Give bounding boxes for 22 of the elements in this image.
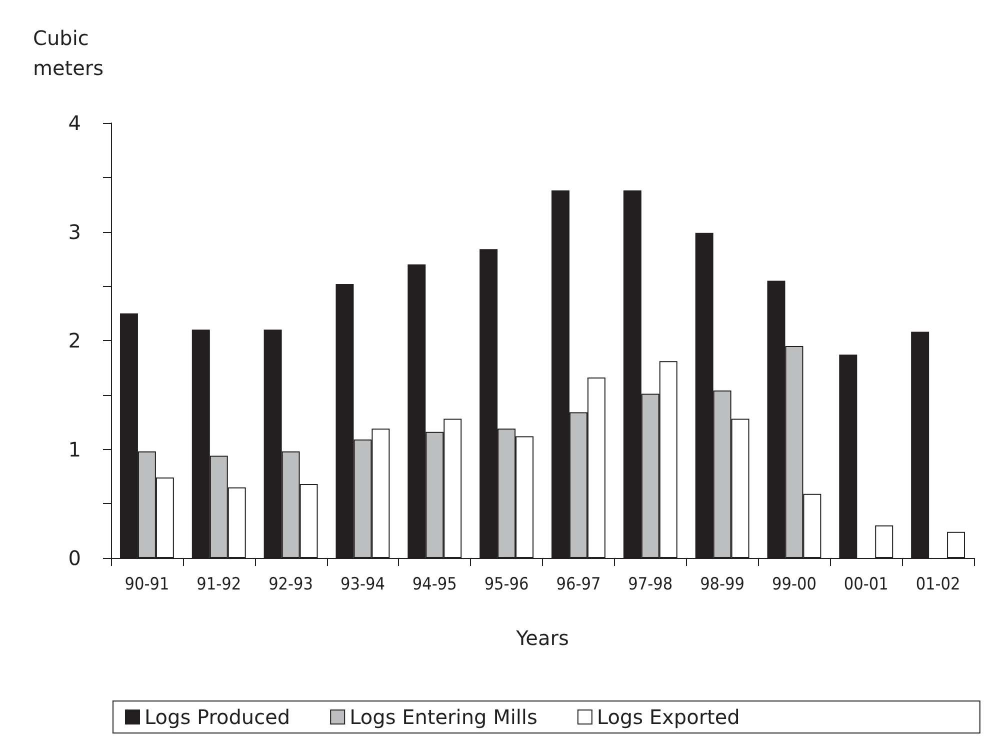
x-tick-label: 93-94 xyxy=(340,574,385,594)
x-tick-label: 92-93 xyxy=(268,574,314,594)
x-tick-label: 91-92 xyxy=(196,574,242,594)
x-tick-label: 97-98 xyxy=(628,574,673,594)
y-axis-title: Cubic meters xyxy=(33,26,104,80)
x-tick-label: 96-97 xyxy=(556,574,601,594)
x-tick-label: 00-01 xyxy=(844,574,888,594)
x-tick-label: 99-00 xyxy=(772,574,816,594)
x-tick-label: 01-02 xyxy=(916,574,960,594)
y-tick-label: 0 xyxy=(68,546,81,570)
y-tick-label: 2 xyxy=(68,328,81,352)
x-tick-label: 94-95 xyxy=(412,574,457,594)
legend-label: Logs Produced xyxy=(144,705,290,729)
legend-label: Logs Exported xyxy=(596,705,740,729)
y-tick-label: 4 xyxy=(68,111,81,135)
y-tick-label: 1 xyxy=(68,437,81,462)
legend-label: Logs Entering Mills xyxy=(350,705,538,729)
x-axis-title: Years xyxy=(515,626,569,650)
y-tick-label: 3 xyxy=(68,220,81,244)
x-tick-label: 95-96 xyxy=(484,574,529,594)
x-tick-label: 90-91 xyxy=(124,574,170,594)
x-tick-label: 98-99 xyxy=(700,574,745,594)
